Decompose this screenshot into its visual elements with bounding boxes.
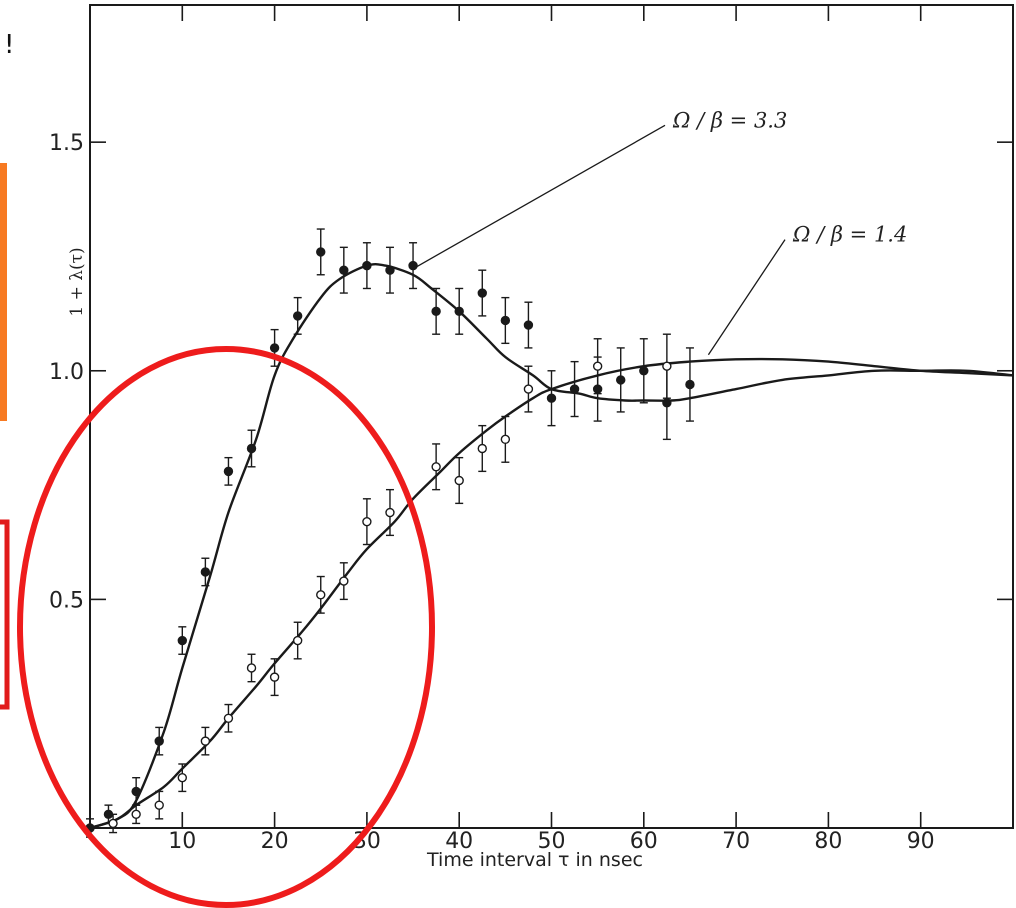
open-data-point [154, 800, 164, 810]
open-data-point [662, 361, 672, 371]
open-data-point [477, 443, 487, 454]
data-points [85, 228, 695, 838]
x-tick-label: 80 [814, 829, 842, 854]
curve-leader-line [412, 124, 666, 270]
fit-curve [89, 357, 1014, 830]
curve-leader-line [707, 239, 786, 356]
open-data-point [200, 736, 211, 746]
open-data-point [592, 361, 603, 371]
y-tick-label: 1.5 [49, 131, 84, 156]
open-data-point [431, 462, 441, 472]
filled-data-point [454, 306, 464, 317]
filled-data-point [246, 443, 257, 454]
curve-label: Ω / β = 1.4 [792, 223, 907, 247]
filled-data-point [131, 786, 141, 797]
open-data-point [316, 590, 326, 600]
filled-data-point [546, 393, 557, 403]
open-data-point [454, 475, 464, 486]
filled-data-point [616, 375, 626, 385]
open-data-point [500, 434, 511, 445]
filled-data-point [523, 320, 534, 330]
filled-data-point [339, 265, 349, 275]
filled-data-point [223, 466, 234, 477]
filled-data-point [569, 384, 580, 394]
x-tick-label: 60 [630, 829, 658, 854]
filled-data-point [177, 635, 188, 646]
x-tick-label: 50 [538, 829, 566, 854]
x-tick-label: 40 [445, 829, 473, 854]
open-data-point [108, 818, 118, 829]
filled-data-point [269, 343, 280, 353]
filled-data-point [316, 247, 326, 257]
orange-highlight-box [0, 163, 7, 421]
open-data-point [246, 663, 257, 673]
filled-data-point [662, 398, 672, 408]
open-data-point [131, 809, 141, 819]
open-data-point [223, 713, 234, 723]
open-data-point [362, 516, 372, 527]
filled-data-point [292, 311, 303, 321]
open-data-point [339, 576, 349, 586]
filled-data-point [385, 265, 395, 275]
filled-data-point [154, 736, 164, 746]
axis-ticks: 10 20 30 40 50 60 70 80 900.51.01.5 [49, 5, 1013, 854]
open-data-point [292, 635, 303, 646]
highlight-ellipse [17, 346, 435, 908]
y-tick-label: 0.5 [49, 588, 84, 613]
y-tick-label: 1.0 [49, 360, 84, 385]
open-data-point [523, 384, 534, 394]
open-data-point [177, 773, 188, 783]
y-axis-label: 1 + λ(τ) [67, 247, 87, 316]
x-tick-label: 70 [722, 829, 750, 854]
filled-data-point [477, 288, 487, 298]
x-axis-label: Time interval τ in nsec [426, 849, 643, 871]
x-tick-label: 10 [168, 829, 196, 854]
filled-data-point [500, 315, 511, 326]
x-tick-label: 90 [907, 829, 935, 854]
curve-labels: Ω / β = 3.3 Ω / β = 1.4 [412, 108, 907, 356]
open-data-point [385, 507, 395, 518]
red-highlight-box [0, 519, 10, 710]
filled-data-point [639, 366, 649, 376]
fragment-exclaim: ! [4, 30, 14, 60]
open-data-point [269, 672, 280, 682]
filled-data-point [362, 260, 372, 271]
filled-data-point [431, 306, 441, 317]
filled-data-point [200, 567, 211, 577]
x-tick-label: 20 [261, 829, 289, 854]
curve-label: Ω / β = 3.3 [672, 108, 787, 132]
filled-data-point [685, 379, 695, 390]
